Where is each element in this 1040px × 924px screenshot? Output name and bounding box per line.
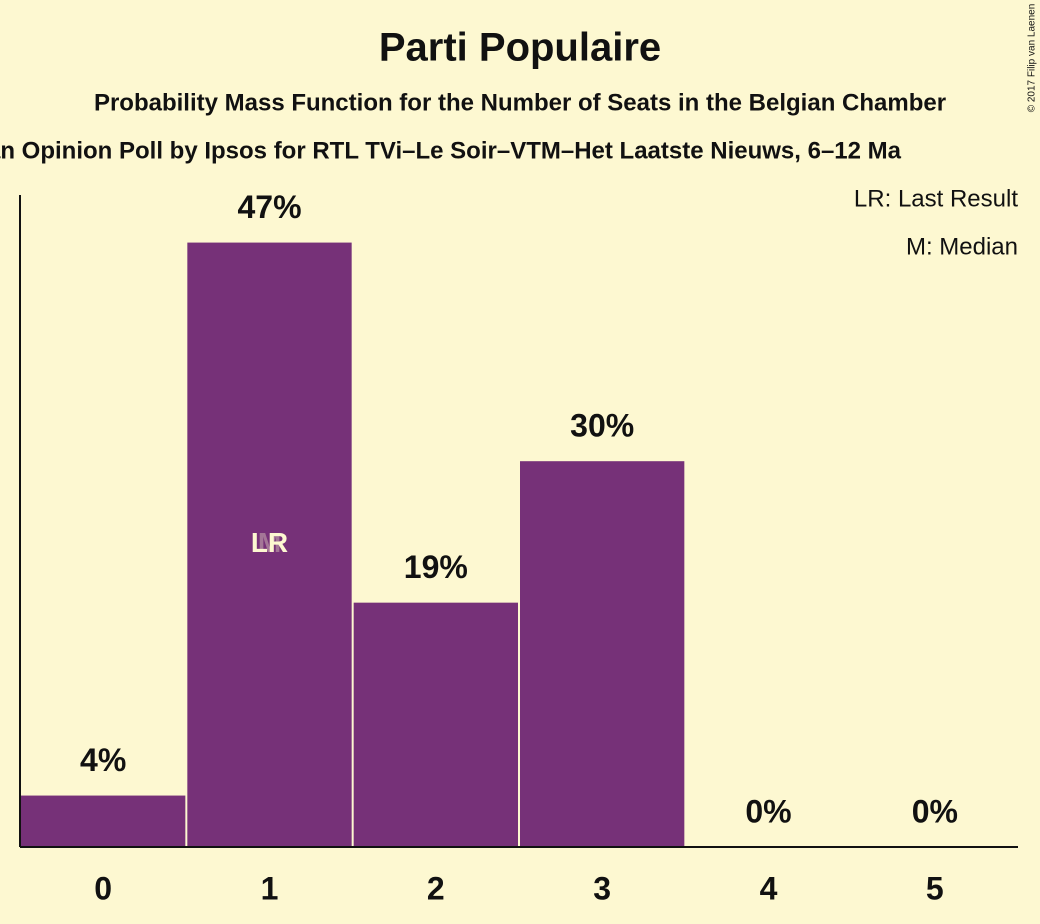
bar	[520, 461, 685, 847]
legend-entry: M: Median	[906, 233, 1018, 260]
bar	[187, 242, 352, 847]
copyright: © 2017 Filip van Laenen	[1027, 4, 1038, 113]
bar-annotation: M	[258, 527, 281, 558]
chart-title: Parti Populaire	[379, 26, 661, 70]
x-tick-label: 0	[94, 870, 112, 906]
value-label: 30%	[570, 408, 634, 444]
bar	[21, 795, 186, 847]
value-label: 0%	[912, 793, 958, 829]
legend-entry: LR: Last Result	[854, 185, 1018, 212]
value-label: 47%	[237, 189, 301, 225]
x-tick-label: 1	[261, 870, 279, 906]
x-tick-label: 2	[427, 870, 445, 906]
x-tick-label: 5	[926, 870, 944, 906]
value-label: 4%	[80, 742, 126, 778]
bar	[353, 602, 518, 847]
x-tick-label: 4	[760, 870, 778, 906]
bar-annotation: LR	[251, 527, 288, 558]
chart-subtitle-2: on an Opinion Poll by Ipsos for RTL TVi–…	[0, 137, 902, 164]
chart-subtitle: Probability Mass Function for the Number…	[94, 89, 946, 116]
value-label: 19%	[404, 549, 468, 585]
value-label: 0%	[745, 793, 791, 829]
x-tick-label: 3	[593, 870, 611, 906]
